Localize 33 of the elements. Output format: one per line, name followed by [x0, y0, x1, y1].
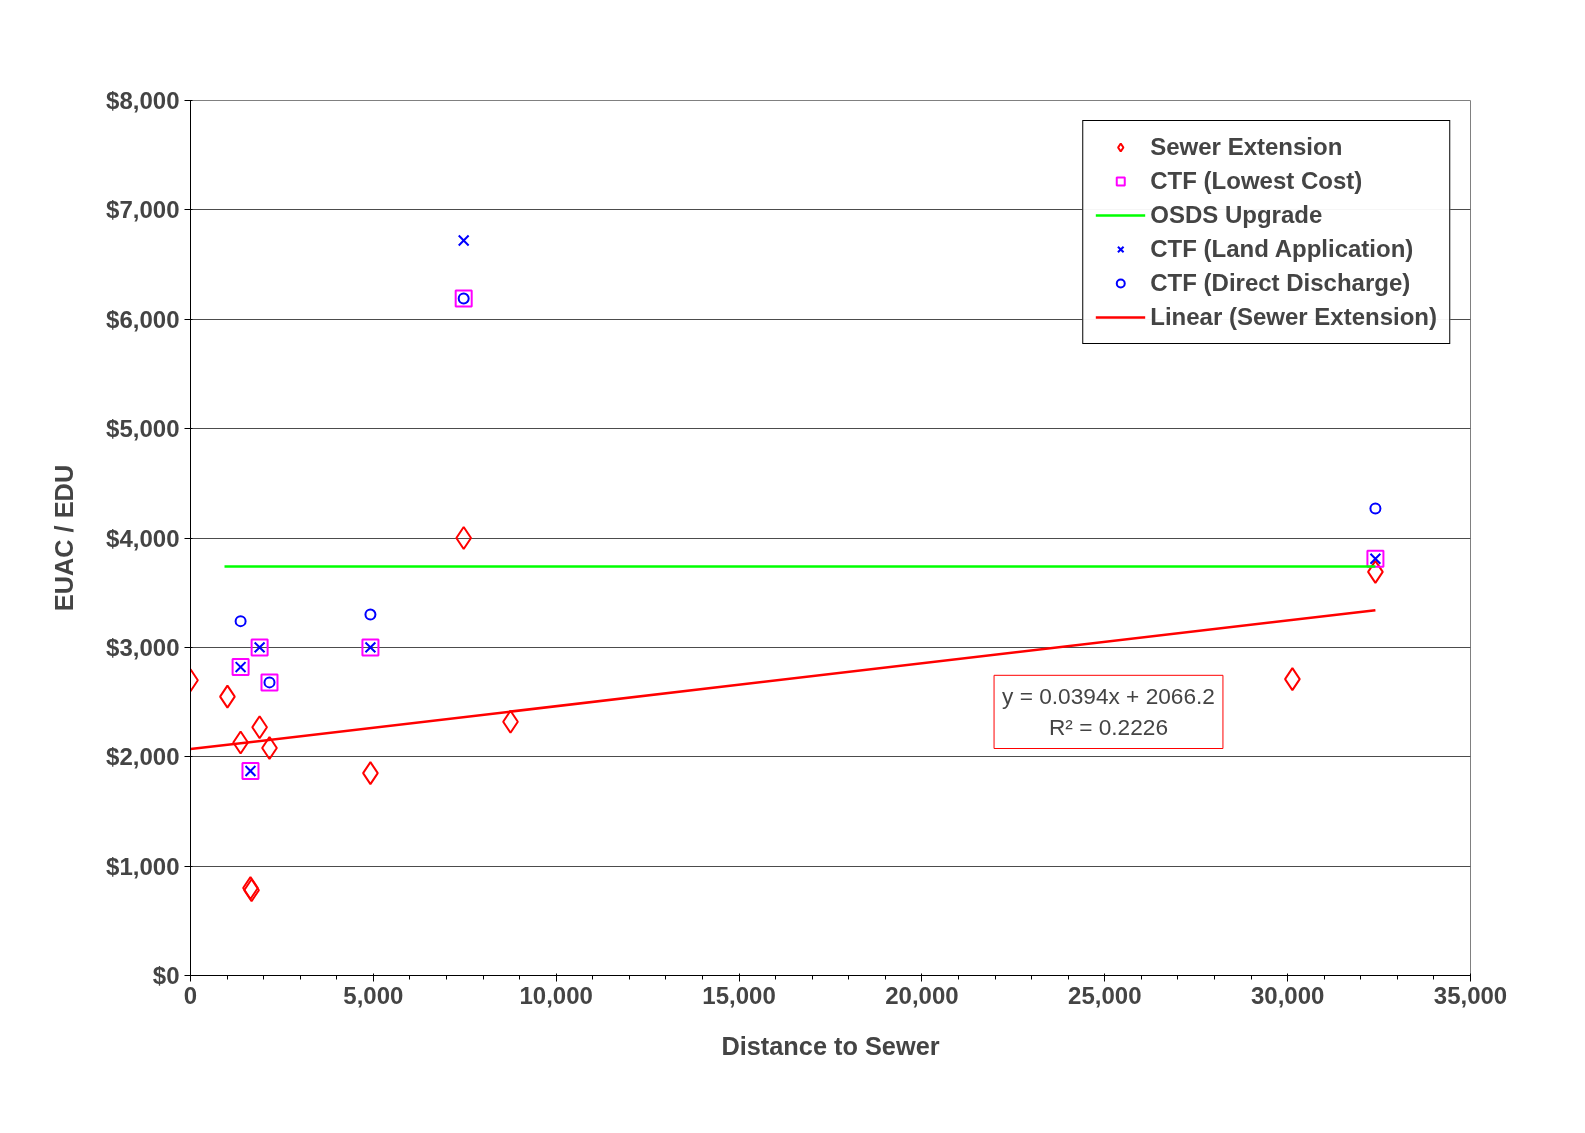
y-tick-label: $5,000	[106, 415, 180, 443]
point	[241, 761, 260, 780]
x-tick-label: 5,000	[343, 981, 404, 1009]
x-tick-label: 15,000	[702, 981, 776, 1009]
legend-label: Sewer Extension	[1150, 133, 1343, 161]
legend-label: OSDS Upgrade	[1150, 201, 1323, 229]
legend-label: Linear (Sewer Extension)	[1150, 303, 1437, 331]
annotation: y = 0.0394x + 2066.2 R² = 0.2226	[1002, 683, 1215, 741]
point	[261, 736, 278, 760]
x-tick-label: 35,000	[1433, 981, 1508, 1009]
x-tick-label: 0	[183, 981, 198, 1009]
legend-label: CTF (Lowest Cost)	[1150, 167, 1363, 195]
point	[234, 615, 247, 628]
x-tick-label: 30,000	[1250, 981, 1325, 1009]
point	[364, 608, 377, 621]
y-axis-title: EUAC / EDU	[50, 464, 79, 612]
y-tick-label: $7,000	[106, 196, 180, 224]
x-axis-title: Distance to Sewer	[721, 1031, 940, 1060]
y-tick-label: $1,000	[106, 852, 180, 880]
x-tick-label: 25,000	[1068, 981, 1142, 1009]
y-tick-label: $2,000	[106, 743, 180, 771]
y-tick-label: $0	[152, 962, 180, 989]
y-tick-label: $3,000	[106, 633, 180, 661]
legend-label: CTF (Land Application)	[1150, 235, 1414, 263]
legend-label: CTF (Direct Discharge)	[1150, 269, 1411, 297]
point	[457, 234, 470, 247]
x-tick-label: 20,000	[885, 981, 959, 1009]
y-tick-label: $8,000	[106, 87, 180, 114]
point	[455, 526, 473, 550]
point	[1369, 502, 1382, 515]
y-tick-label: $4,000	[106, 524, 180, 552]
y-tick-label: $6,000	[106, 305, 180, 333]
x-tick-label: 10,000	[519, 981, 593, 1009]
